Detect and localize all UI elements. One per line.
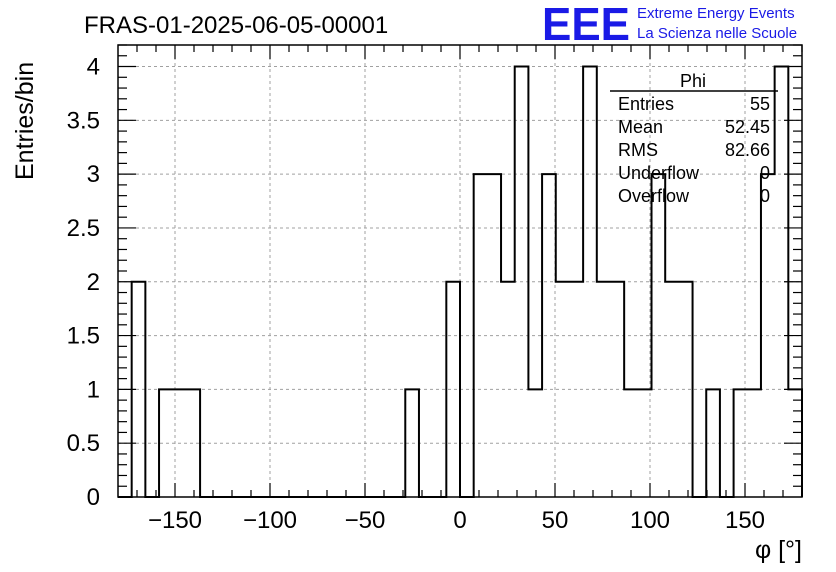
chart-title: FRAS-01-2025-06-05-00001 (84, 12, 388, 39)
x-tick-labels: −150 −100 −50 0 50 100 150 (148, 507, 765, 534)
stats-label-mean: Mean (618, 117, 663, 137)
stats-value-underflow: 0 (760, 163, 770, 183)
x-tick-label: −150 (148, 507, 202, 534)
stats-label-rms: RMS (618, 140, 658, 160)
stats-box: Phi Entries 55 Mean 52.45 RMS 82.66 Unde… (610, 71, 778, 206)
y-tick-label: 1 (87, 376, 100, 403)
x-tick-label: −50 (345, 507, 386, 534)
stats-box-title: Phi (680, 71, 706, 91)
stats-label-entries: Entries (618, 94, 674, 114)
logo-line-1: Extreme Energy Events (637, 5, 795, 22)
stats-value-entries: 55 (750, 94, 770, 114)
y-tick-label: 3 (87, 161, 100, 188)
y-tick-label: 0.5 (67, 430, 100, 457)
y-tick-label: 1.5 (67, 323, 100, 350)
stats-value-overflow: 0 (760, 186, 770, 206)
logo-letters: EEE (542, 0, 630, 50)
y-tick-label: 2 (87, 269, 100, 296)
axes (117, 44, 803, 498)
x-tick-label: −100 (243, 507, 297, 534)
x-tick-label: 100 (630, 507, 670, 534)
y-tick-label: 2.5 (67, 215, 100, 242)
stats-value-rms: 82.66 (725, 140, 770, 160)
x-tick-label: 150 (725, 507, 765, 534)
x-tick-label: 0 (453, 507, 466, 534)
y-tick-label: 4 (87, 54, 100, 81)
stats-value-mean: 52.45 (725, 117, 770, 137)
stats-label-overflow: Overflow (618, 186, 690, 206)
y-axis-label: Entries/bin (11, 62, 39, 180)
y-tick-label: 3.5 (67, 107, 100, 134)
x-tick-label: 50 (542, 507, 569, 534)
y-tick-label: 0 (87, 484, 100, 511)
y-tick-labels: 0 0.5 1 1.5 2 2.5 3 3.5 4 (67, 54, 100, 511)
stats-label-underflow: Underflow (618, 163, 700, 183)
logo-line-2: La Scienza nelle Scuole (637, 25, 797, 42)
eee-logo: EEE Extreme Energy Events La Scienza nel… (542, 0, 797, 50)
x-axis-label: φ [°] (755, 536, 802, 564)
